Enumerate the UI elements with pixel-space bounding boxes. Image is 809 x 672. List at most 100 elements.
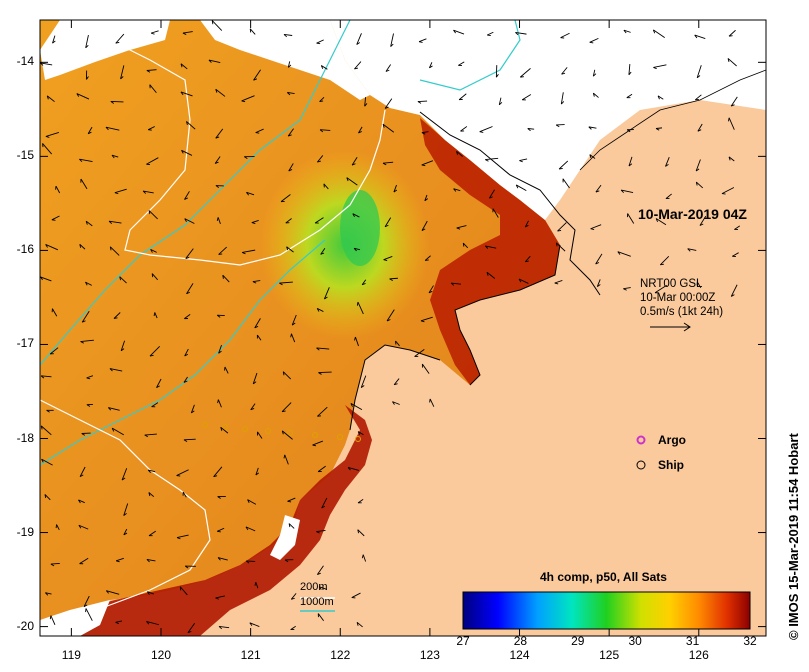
current-arrow — [730, 96, 738, 107]
current-arrow-head — [290, 333, 292, 338]
current-arrow — [384, 217, 392, 227]
current-arrow — [42, 143, 53, 155]
current-arrow — [109, 368, 123, 372]
current-arrows — [40, 20, 741, 634]
current-arrow — [321, 65, 328, 70]
warm-kimberley-band — [420, 118, 560, 385]
cloud-gap — [330, 20, 766, 220]
current-arrow-head — [519, 160, 523, 163]
current-arrow-head — [288, 169, 293, 172]
lat-tick-label: -18 — [16, 430, 34, 445]
current-arrow — [283, 33, 293, 36]
current-arrow — [287, 128, 294, 137]
current-arrow — [181, 149, 193, 156]
current-arrow — [356, 621, 363, 628]
ship-marker — [337, 434, 343, 440]
current-arrow — [320, 247, 326, 255]
current-arrow-head — [121, 477, 126, 481]
current-arrow — [734, 225, 741, 230]
colorbar-title: 4h comp, p50, All Sats — [540, 570, 667, 584]
current-arrow — [319, 96, 325, 102]
current-arrow-head — [695, 181, 698, 186]
current-arrow-head — [146, 621, 150, 625]
current-arrow — [105, 126, 120, 131]
current-arrow-head — [318, 372, 322, 375]
current-arrow — [362, 554, 367, 562]
current-arrow-head — [287, 92, 291, 96]
current-arrow-head — [79, 474, 84, 478]
current-arrow-head — [695, 168, 700, 172]
current-arrow — [492, 208, 499, 218]
current-arrow-head — [184, 218, 187, 222]
current-arrow — [147, 591, 154, 595]
isobath-1000m-line — [40, 239, 326, 466]
current-arrow-head — [105, 590, 109, 594]
current-arrow — [146, 558, 156, 562]
current-arrow-head — [83, 604, 88, 608]
current-arrow-head — [279, 282, 283, 286]
current-arrow — [557, 222, 567, 232]
current-arrow — [176, 469, 189, 476]
current-arrow — [45, 244, 59, 251]
current-arrow — [108, 407, 120, 411]
current-arrow-head — [628, 163, 633, 167]
current-arrow — [52, 35, 56, 44]
current-arrow-head — [361, 554, 364, 559]
current-arrow — [515, 31, 527, 35]
current-arrow-head — [489, 196, 493, 199]
current-arrow-head — [595, 190, 600, 193]
current-arrow — [79, 158, 93, 162]
current-arrow-head — [317, 415, 322, 417]
current-arrow-head — [429, 398, 431, 403]
current-arrow-head — [453, 29, 456, 34]
current-arrow-head — [183, 380, 188, 383]
colorbar-tick-label: 30 — [628, 634, 642, 648]
current-arrow — [151, 402, 159, 408]
current-arrow — [217, 557, 228, 561]
current-arrow-head — [390, 43, 394, 47]
current-arrow — [657, 95, 664, 100]
current-arrow-head — [150, 32, 155, 35]
current-arrow-head — [450, 282, 455, 286]
current-arrow — [383, 256, 393, 261]
current-arrow — [208, 59, 221, 63]
colorbar-tick-label: 31 — [685, 634, 700, 648]
current-arrow-head — [216, 217, 219, 221]
current-arrow — [558, 160, 569, 170]
current-arrow-head — [316, 347, 320, 351]
current-arrow-head — [386, 319, 391, 322]
colorbar-tick-label: 28 — [513, 634, 528, 648]
ship-label: Ship — [658, 458, 684, 472]
current-arrow — [456, 225, 467, 229]
current-arrow-head — [354, 336, 356, 341]
current-arrow-head — [653, 66, 657, 70]
current-arrow-head — [111, 154, 115, 159]
current-arrow — [114, 188, 127, 194]
current-arrow — [115, 557, 124, 562]
current-arrow — [360, 375, 367, 388]
current-arrow-head — [317, 572, 321, 575]
current-arrow — [40, 276, 52, 282]
ship-marker — [202, 422, 208, 428]
current-arrow-head — [105, 126, 109, 131]
current-arrow-head — [727, 58, 730, 63]
current-arrow — [519, 158, 528, 161]
current-arrow — [247, 499, 257, 505]
current-arrow-head — [253, 78, 258, 81]
current-arrow — [287, 92, 295, 94]
current-arrow — [149, 346, 161, 357]
current-arrow-head — [45, 244, 48, 248]
current-arrow-head — [114, 192, 119, 195]
current-arrow — [485, 157, 499, 161]
current-arrow — [732, 252, 739, 257]
current-arrow — [85, 34, 89, 48]
current-arrow-head — [244, 156, 248, 160]
current-arrow — [524, 220, 529, 228]
current-arrow — [554, 280, 563, 284]
current-arrow-head — [697, 129, 702, 132]
current-arrow — [121, 468, 128, 481]
colorbar — [462, 591, 751, 630]
current-arrow — [44, 494, 51, 501]
current-arrow — [41, 458, 53, 466]
current-arrow-head — [728, 35, 733, 37]
